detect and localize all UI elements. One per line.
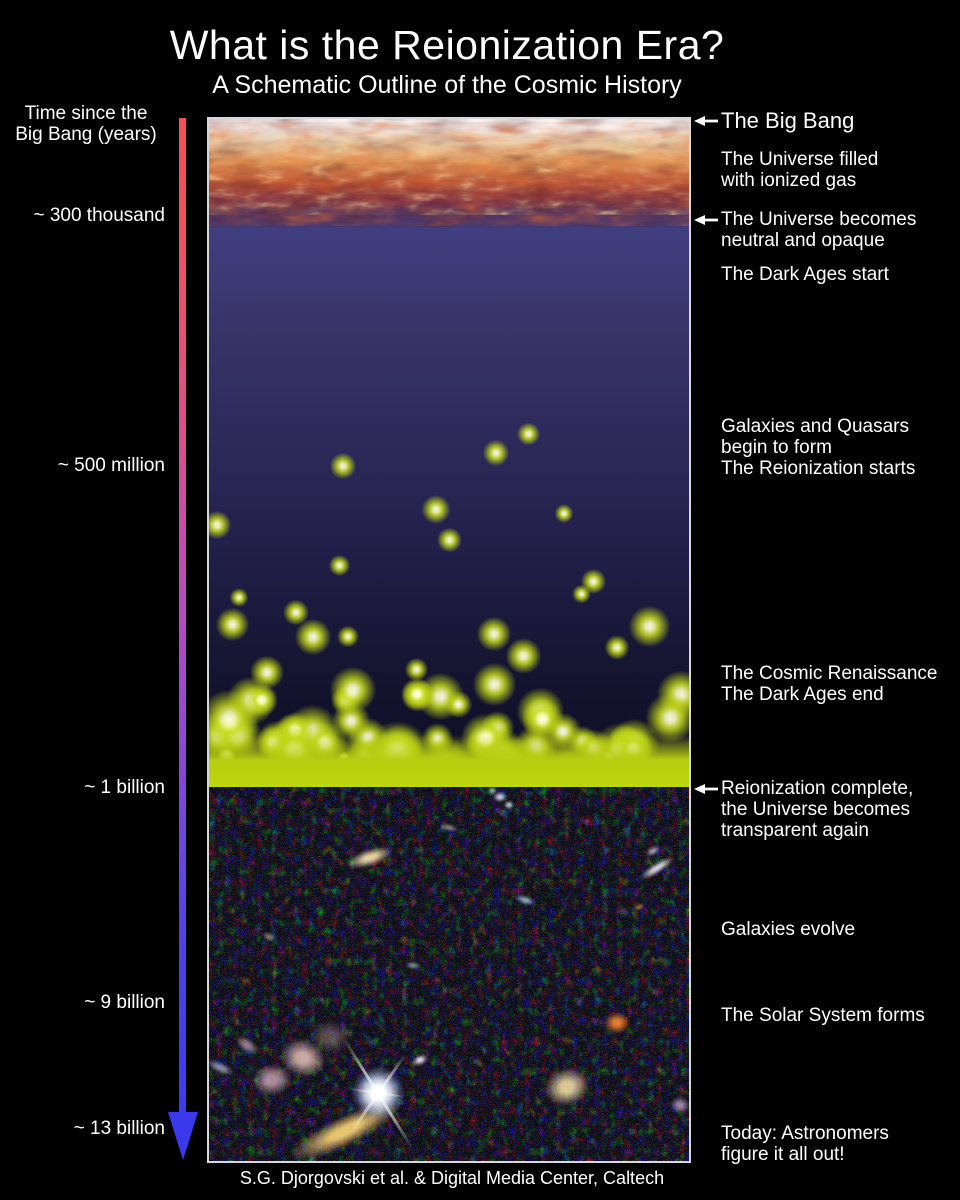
timeline-arrowhead-icon [168, 1112, 198, 1160]
timeline-tick-label: ~ 300 thousand [33, 205, 165, 226]
annotation-text: Today: Astronomers figure it all out! [721, 1123, 889, 1165]
annotation: The Universe filled with ionized gas [694, 149, 878, 191]
reionization-source-dot [604, 635, 630, 660]
reionization-source-dot [229, 588, 249, 607]
annotation-line: Galaxies and Quasars [721, 416, 909, 437]
axis-title-line: Time since the [24, 103, 148, 124]
galaxy-field-noise [209, 787, 689, 1161]
reionization-source-dot [401, 677, 433, 710]
reionization-source-dot [405, 657, 429, 681]
annotation-text: Galaxies and Quasars begin to form The Rei… [721, 416, 915, 479]
reionization-source-dot [483, 440, 510, 467]
left-arrow-icon [694, 116, 718, 126]
annotation-line: neutral and opaque [721, 230, 885, 251]
annotation-line: Galaxies evolve [721, 919, 856, 940]
galaxy-field-zone [209, 787, 689, 1161]
annotation-line: The Solar System forms [721, 1005, 925, 1026]
annotation-line: with ionized gas [721, 170, 857, 191]
axis-title-line: Big Bang (years) [15, 124, 157, 145]
big-bang-zone [209, 119, 689, 227]
reionization-source-dot [337, 625, 359, 648]
annotation: Galaxies and Quasars begin to form The Rei… [694, 416, 915, 479]
annotation-line: Today: Astronomers [721, 1123, 889, 1144]
galaxy-blob [310, 1020, 350, 1054]
annotation-line: The Universe becomes [721, 209, 917, 230]
annotation-text: Reionization complete, the Universe becom… [721, 778, 913, 841]
timeline-tick-label: ~ 500 million [57, 455, 165, 476]
timeline-tick-label: ~ 1 billion [84, 777, 165, 798]
timeline-tick-label: ~ 9 billion [84, 992, 165, 1013]
page-subtitle: A Schematic Outline of the Cosmic Histor… [212, 71, 682, 99]
annotation-line: The Dark Ages start [721, 264, 889, 285]
reionization-source-dot [477, 617, 512, 652]
annotation-text: Galaxies evolve [721, 919, 855, 940]
annotation: Galaxies evolve [694, 919, 855, 940]
annotation-line: transparent again [721, 820, 869, 841]
reionization-source-dot [472, 663, 516, 707]
annotation-line: begin to form [721, 437, 832, 458]
reionization-source-dot [209, 511, 231, 539]
credit-line: S.G. Djorgovski et al. & Digital Media C… [239, 1168, 665, 1188]
dark-ages-zone [209, 227, 689, 787]
galaxy-blob [487, 787, 497, 794]
annotation-line: The Reionization starts [721, 458, 916, 479]
timeline-tick-label: ~ 13 billion [73, 1118, 165, 1139]
annotation: The Universe becomes neutral and opaque [694, 209, 916, 251]
page-title: What is the Reionization Era? [169, 22, 725, 68]
annotation-line: Reionization complete, [721, 778, 914, 799]
galaxy-blob [604, 1012, 630, 1034]
annotation-line: The Cosmic Renaissance [721, 663, 938, 684]
left-arrow-icon [694, 215, 718, 225]
annotation-line: The Big Bang [721, 108, 855, 133]
annotation: The Big Bang [694, 109, 854, 133]
reionization-source-dot [329, 555, 351, 577]
annotation: The Cosmic Renaissance The Dark Ages end [694, 663, 937, 705]
reionization-source-dot [581, 568, 607, 594]
annotation-text: The Dark Ages start [721, 264, 889, 285]
left-arrow-icon [694, 784, 718, 794]
reionization-source-dot [554, 504, 574, 523]
galaxy-blob [504, 801, 514, 809]
big-bang-fire-illustration [209, 119, 689, 227]
annotation-line: The Universe filled [721, 149, 879, 170]
annotation-line: The Dark Ages end [721, 684, 884, 705]
annotation-text: The Cosmic Renaissance The Dark Ages end [721, 663, 937, 705]
annotation: The Dark Ages start [694, 264, 889, 285]
annotation-line: the Universe becomes [721, 799, 911, 820]
cosmic-panel [207, 117, 691, 1163]
reionization-source-dot [329, 452, 357, 479]
annotation-text: The Universe filled with ionized gas [721, 149, 878, 191]
annotation-text: The Big Bang [721, 109, 854, 133]
annotation-text: The Solar System forms [721, 1005, 925, 1026]
annotation-line: figure it all out! [721, 1144, 845, 1165]
galaxy-blob [493, 792, 507, 802]
reionization-glow-band [209, 735, 689, 787]
reionization-source-dot [628, 606, 670, 647]
reionization-source-dot [421, 495, 451, 524]
reionization-source-dot [444, 691, 473, 719]
bright-star-icon [352, 1067, 404, 1119]
reionization-source-dot [294, 619, 332, 656]
annotation: The Solar System forms [694, 1005, 925, 1026]
annotation: Reionization complete, the Universe becom… [694, 778, 913, 841]
reionization-source-dot [437, 527, 462, 553]
annotation: Today: Astronomers figure it all out! [694, 1123, 889, 1165]
annotation-text: The Universe becomes neutral and opaque [721, 209, 916, 251]
galaxy-blob [670, 1097, 689, 1113]
reionization-source-dot [216, 608, 249, 641]
reionization-source-dot [506, 638, 542, 674]
timeline-gradient-line [179, 118, 186, 1112]
timeline-axis-title: Time since the Big Bang (years) [0, 103, 176, 145]
reionization-source-dot [517, 423, 540, 446]
